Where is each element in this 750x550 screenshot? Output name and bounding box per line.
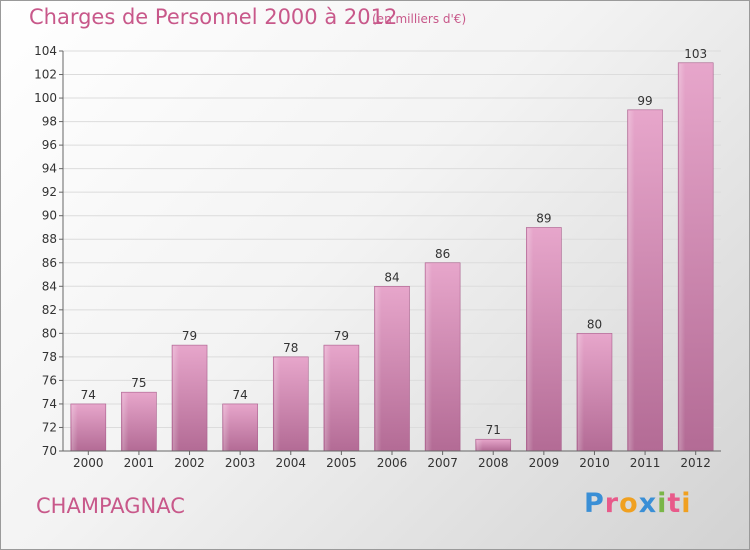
x-tick-label: 2009 — [529, 456, 560, 470]
x-tick-label: 2012 — [680, 456, 711, 470]
bar-highlight — [375, 287, 382, 451]
chart-title: Charges de Personnel 2000 à 2012 — [29, 5, 398, 29]
x-tick-label: 2004 — [275, 456, 306, 470]
y-tick-label: 90 — [42, 209, 57, 223]
bar-highlight — [679, 63, 686, 451]
y-tick-label: 80 — [42, 326, 57, 340]
logo-letter: i — [657, 488, 668, 519]
bar-highlight — [324, 346, 331, 451]
logo-letter: o — [619, 488, 639, 519]
logo-letter: x — [638, 488, 658, 519]
logo-letter: t — [667, 488, 682, 519]
y-tick-label: 92 — [42, 185, 57, 199]
x-tick-label: 2007 — [427, 456, 458, 470]
y-tick-label: 72 — [42, 420, 57, 434]
logo-letter: P — [584, 488, 605, 519]
value-label: 78 — [283, 341, 298, 355]
x-tick-label: 2000 — [73, 456, 104, 470]
bar-highlight — [476, 440, 483, 451]
value-label: 74 — [81, 388, 96, 402]
y-tick-label: 70 — [42, 444, 57, 458]
value-label: 75 — [131, 376, 146, 390]
bar-highlight — [628, 110, 635, 451]
x-tick-label: 2001 — [124, 456, 155, 470]
chart-subtitle: (en milliers d'€) — [372, 12, 467, 26]
bar-highlight — [71, 404, 78, 451]
y-tick-label: 86 — [42, 256, 57, 270]
logo-letter: i — [681, 488, 692, 519]
value-label: 80 — [587, 317, 602, 331]
value-label: 74 — [233, 388, 248, 402]
y-tick-label: 74 — [42, 397, 57, 411]
y-tick-label: 104 — [34, 44, 57, 58]
commune-name: CHAMPAGNAC — [36, 494, 185, 518]
bar-highlight — [577, 334, 584, 451]
x-tick-label: 2008 — [478, 456, 509, 470]
x-tick-label: 2010 — [579, 456, 610, 470]
x-tick-label: 2011 — [630, 456, 661, 470]
value-label: 84 — [384, 270, 399, 284]
value-label: 89 — [536, 211, 551, 225]
bar-highlight — [122, 393, 129, 451]
value-label: 79 — [182, 329, 197, 343]
bar-highlight — [223, 404, 230, 451]
x-tick-label: 2003 — [225, 456, 256, 470]
y-tick-label: 76 — [42, 373, 57, 387]
proxiti-logo: Proxiti — [584, 488, 692, 519]
logo-letter: r — [604, 488, 620, 519]
x-tick-label: 2005 — [326, 456, 357, 470]
value-label: 86 — [435, 247, 450, 261]
y-tick-label: 78 — [42, 350, 57, 364]
bar-highlight — [527, 228, 534, 451]
y-tick-label: 98 — [42, 115, 57, 129]
y-tick-label: 82 — [42, 303, 57, 317]
value-label: 103 — [684, 47, 707, 61]
y-axis: 70 72 74 76 78 80 82 84 86 88 90 92 94 96 98 100 102 104 — [34, 44, 64, 458]
value-label: 79 — [334, 329, 349, 343]
y-tick-label: 94 — [42, 162, 57, 176]
bar-highlight — [426, 263, 433, 451]
bar-highlight — [274, 357, 281, 451]
y-tick-label: 84 — [42, 279, 57, 293]
x-axis: 2000 2001 2002 2003 2004 2005 2006 2007 2008 2009… — [63, 450, 721, 470]
y-tick-label: 100 — [34, 91, 57, 105]
x-tick-label: 2002 — [174, 456, 205, 470]
y-tick-label: 102 — [34, 68, 57, 82]
y-tick-label: 88 — [42, 232, 57, 246]
bars: 74 75 79 74 78 79 84 86 71 89 80 99 103 — [70, 47, 714, 452]
bar-highlight — [173, 346, 180, 451]
value-label: 71 — [486, 423, 501, 437]
x-tick-label: 2006 — [377, 456, 408, 470]
y-tick-label: 96 — [42, 138, 57, 152]
value-label: 99 — [637, 94, 652, 108]
